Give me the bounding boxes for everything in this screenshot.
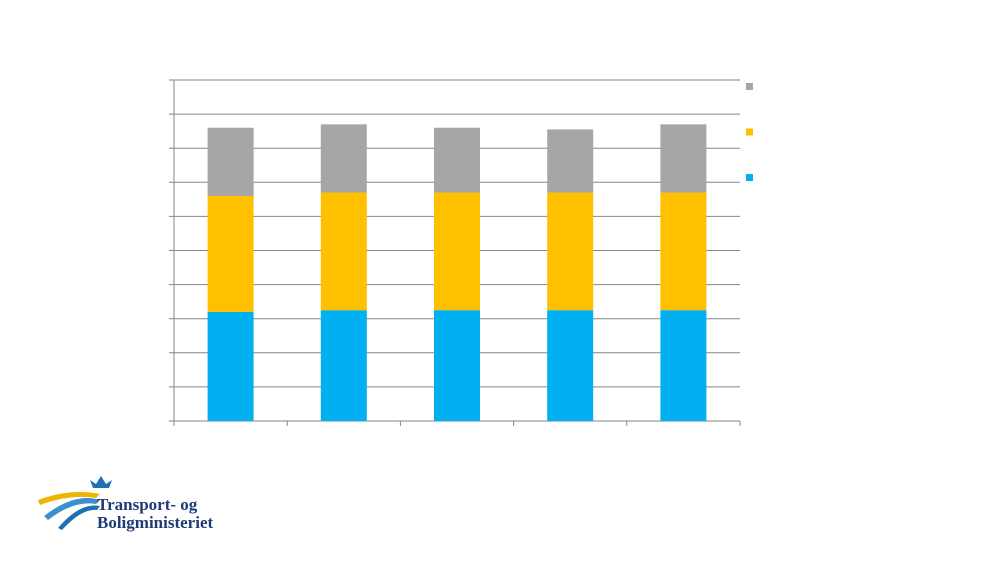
- legend-swatch: [746, 83, 753, 90]
- logo: Transport- og Boligministeriet: [38, 476, 213, 532]
- logo-swoosh: [38, 492, 100, 505]
- bar-segment: [434, 310, 480, 421]
- logo-swoosh: [58, 505, 100, 530]
- logo-text: Transport- og: [97, 495, 198, 514]
- bar-segment: [207, 127, 254, 196]
- logo-crown: [90, 476, 112, 488]
- bar-segment: [207, 311, 254, 421]
- legend-swatch: [746, 128, 753, 136]
- bar-segment: [660, 124, 707, 193]
- bar-segment: [320, 192, 367, 311]
- bar-segment: [207, 195, 254, 312]
- bar-segment: [320, 124, 367, 193]
- logo-swoosh: [44, 498, 100, 520]
- bar-segment: [434, 192, 480, 311]
- bar-segment: [320, 310, 367, 421]
- bar-segment: [660, 192, 707, 311]
- bar-segment: [547, 310, 594, 421]
- bar-segment: [547, 192, 594, 311]
- bar-segment: [660, 310, 707, 421]
- legend-swatch: [746, 174, 753, 181]
- bar-segment: [547, 129, 594, 193]
- logo-text: Boligministeriet: [97, 513, 213, 532]
- bar-segment: [434, 127, 480, 193]
